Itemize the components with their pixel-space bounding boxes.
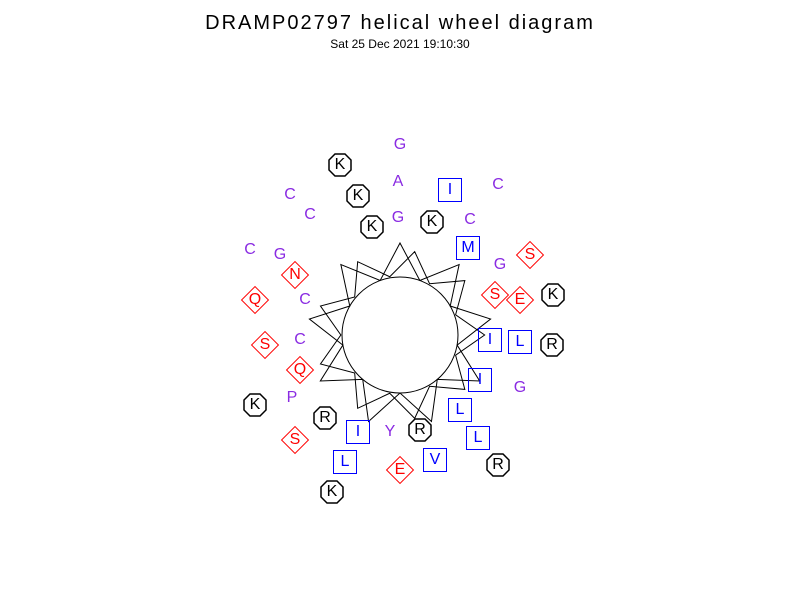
residue-34: K	[243, 393, 267, 417]
residue-0: G	[394, 136, 406, 154]
residue-17: L	[508, 330, 532, 354]
residue-24: R	[408, 418, 432, 442]
residue-6: I	[438, 178, 462, 202]
residue-32: S	[282, 427, 308, 453]
residue-22: L	[466, 426, 490, 450]
residue-3: K	[328, 153, 352, 177]
residue-30: K	[320, 480, 344, 504]
helical-wheel-svg	[0, 0, 800, 600]
residue-14: E	[507, 287, 533, 313]
residue-21: L	[448, 398, 472, 422]
residue-36: C	[294, 331, 306, 349]
residue-10: M	[456, 236, 480, 260]
residue-2: G	[392, 209, 404, 227]
residue-29: L	[333, 450, 357, 474]
residue-26: Y	[385, 423, 396, 441]
residue-39: N	[282, 262, 308, 288]
residue-5: K	[360, 215, 384, 239]
residue-11: G	[494, 256, 506, 274]
residue-25: V	[423, 448, 447, 472]
residue-33: P	[287, 389, 298, 407]
residue-28: I	[346, 420, 370, 444]
residue-4: K	[346, 184, 370, 208]
residue-27: E	[387, 457, 413, 483]
residue-37: S	[252, 332, 278, 358]
residue-44: C	[284, 186, 296, 204]
residue-31: R	[313, 406, 337, 430]
residue-43: C	[304, 206, 316, 224]
residue-41: G	[274, 246, 286, 264]
residue-35: Q	[287, 357, 313, 383]
residue-9: C	[464, 211, 476, 229]
residue-7: K	[420, 210, 444, 234]
residue-15: K	[541, 283, 565, 307]
residue-12: S	[517, 242, 543, 268]
residue-13: S	[482, 282, 508, 308]
residue-19: I	[468, 368, 492, 392]
residue-23: R	[486, 453, 510, 477]
residue-40: Q	[242, 287, 268, 313]
residue-18: R	[540, 333, 564, 357]
residue-42: C	[244, 241, 256, 259]
residue-38: C	[299, 291, 311, 309]
residue-1: A	[393, 173, 404, 191]
residue-20: G	[514, 379, 526, 397]
residue-8: C	[492, 176, 504, 194]
residue-16: I	[478, 328, 502, 352]
